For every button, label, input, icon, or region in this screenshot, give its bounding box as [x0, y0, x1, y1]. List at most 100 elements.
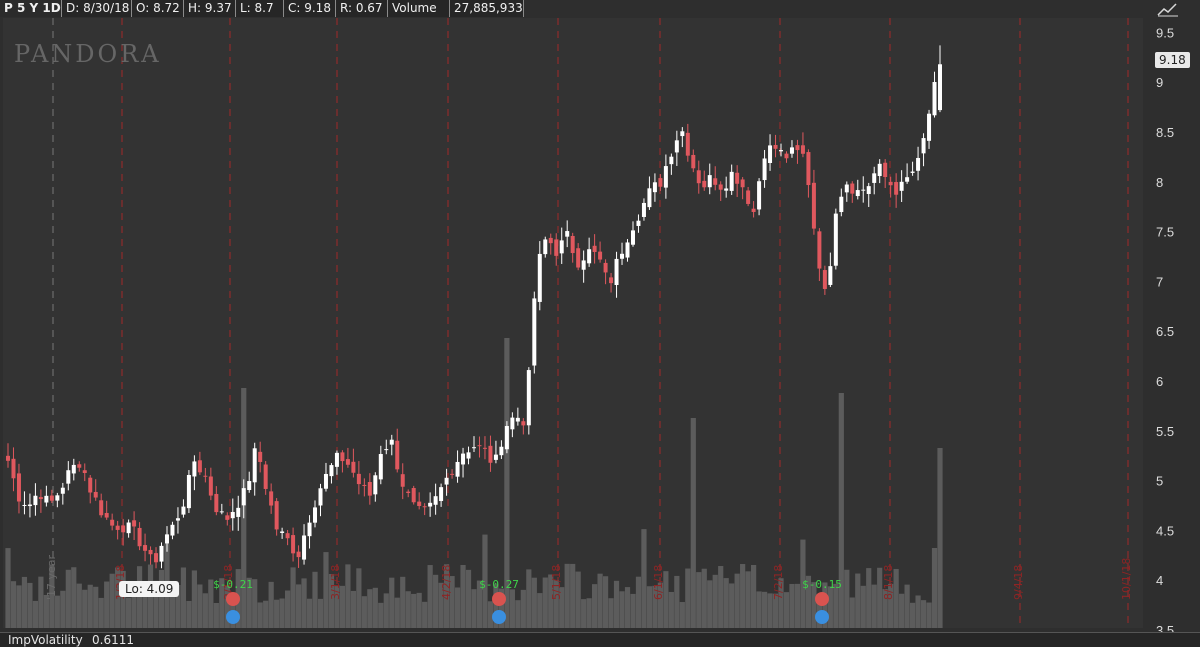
- volume-bar: [701, 568, 707, 628]
- volume-bar: [153, 580, 159, 628]
- volume-bar: [877, 567, 883, 628]
- volume-bar: [778, 578, 784, 628]
- volume-bar: [367, 589, 373, 628]
- candle-body: [208, 476, 213, 496]
- volume-bar: [909, 602, 916, 628]
- candle-body: [609, 277, 614, 284]
- candle-body: [537, 253, 542, 302]
- candle-body: [861, 189, 866, 191]
- volume-bar: [32, 600, 39, 628]
- volume-bar: [915, 595, 921, 628]
- volume-bar: [306, 598, 313, 628]
- candle-body: [641, 202, 646, 217]
- candle-body: [740, 179, 745, 188]
- candle-body: [433, 496, 438, 505]
- x-tick-label: 10/1/18: [1120, 558, 1133, 600]
- candle-body: [170, 524, 175, 536]
- candle-body: [203, 475, 208, 477]
- candle-body: [833, 213, 838, 266]
- candle-body: [389, 439, 394, 445]
- candle-body: [71, 464, 76, 474]
- volume-bar: [49, 564, 55, 628]
- volume-bar: [246, 577, 252, 628]
- candle-body: [707, 175, 712, 188]
- volume-bar: [504, 338, 510, 628]
- volume-bar: [789, 583, 795, 628]
- candle-body: [746, 190, 751, 204]
- range-field: R: 0.67: [336, 0, 388, 17]
- candle-body: [159, 545, 164, 562]
- candle-body: [444, 477, 449, 485]
- candle-body: [877, 163, 882, 177]
- candle-body: [576, 248, 581, 268]
- volume-bar: [844, 569, 850, 628]
- candle-body: [345, 459, 350, 465]
- volume-bar: [38, 576, 44, 628]
- volume-label: Volume: [388, 0, 450, 17]
- candle-body: [647, 188, 652, 208]
- volume-bar: [350, 590, 356, 628]
- symbol-label[interactable]: P 5 Y 1D: [0, 0, 62, 17]
- candle-body: [137, 527, 142, 547]
- volume-bar: [465, 569, 472, 628]
- volume-bar: [548, 574, 554, 628]
- price-chart[interactable]: PANDORA '17 year1/2/182/1/183/1/184/2/18…: [0, 0, 1200, 632]
- volume-bar: [542, 577, 548, 628]
- candle-body: [932, 82, 937, 116]
- y-tick-label: 3.5: [1156, 623, 1174, 632]
- candle-body: [806, 152, 811, 186]
- volume-bar: [93, 586, 99, 628]
- candle-body: [905, 177, 910, 182]
- volume-bar: [602, 576, 609, 628]
- volume-bar: [372, 587, 378, 628]
- volume-bar: [674, 575, 680, 628]
- candle-body: [493, 454, 498, 460]
- candle-body: [718, 184, 723, 190]
- volume-bar: [756, 591, 762, 628]
- candle-body: [400, 474, 405, 487]
- volume-bar: [416, 592, 422, 628]
- candle-body: [356, 473, 361, 485]
- candle-body: [181, 506, 186, 515]
- candle-body: [461, 453, 466, 465]
- candle-body: [811, 182, 816, 229]
- volume-bar: [180, 567, 187, 628]
- volume-bar: [219, 578, 225, 628]
- volume-bar: [581, 599, 587, 628]
- volume-bar: [208, 579, 214, 628]
- candle-body: [323, 473, 328, 489]
- volume-bar: [751, 564, 757, 628]
- watermark: PANDORA: [14, 40, 162, 68]
- volume-bar: [860, 585, 866, 628]
- candle-body: [186, 475, 191, 509]
- earnings-icon: [815, 592, 829, 606]
- candle-body: [351, 461, 356, 473]
- drawing-tool-icon[interactable]: [1156, 1, 1180, 17]
- volume-bar: [619, 591, 625, 628]
- candle-body: [532, 298, 537, 366]
- volume-bar: [224, 585, 230, 628]
- volume-bar: [449, 576, 455, 628]
- candle-body: [724, 188, 729, 191]
- candle-body: [784, 153, 789, 159]
- candle-body: [406, 491, 411, 493]
- candle-body: [313, 507, 318, 523]
- candle-body: [625, 242, 630, 258]
- volume-bar: [87, 584, 93, 628]
- volume-bar: [290, 567, 296, 628]
- candle-body: [603, 262, 608, 273]
- candle-body: [115, 525, 120, 530]
- earnings-icon: [492, 592, 506, 606]
- candle-body: [521, 421, 526, 426]
- candle-body: [554, 239, 559, 256]
- volume-bar: [186, 600, 192, 628]
- volume-bar: [570, 563, 576, 628]
- candle-body: [510, 417, 515, 430]
- volume-bar: [312, 571, 318, 628]
- candle-body: [910, 171, 915, 173]
- volume-bar: [142, 591, 148, 628]
- volume-bar: [438, 582, 444, 628]
- volume-bar: [624, 587, 631, 628]
- candle-body: [488, 445, 493, 463]
- study-label[interactable]: ImpVolatility: [8, 633, 83, 647]
